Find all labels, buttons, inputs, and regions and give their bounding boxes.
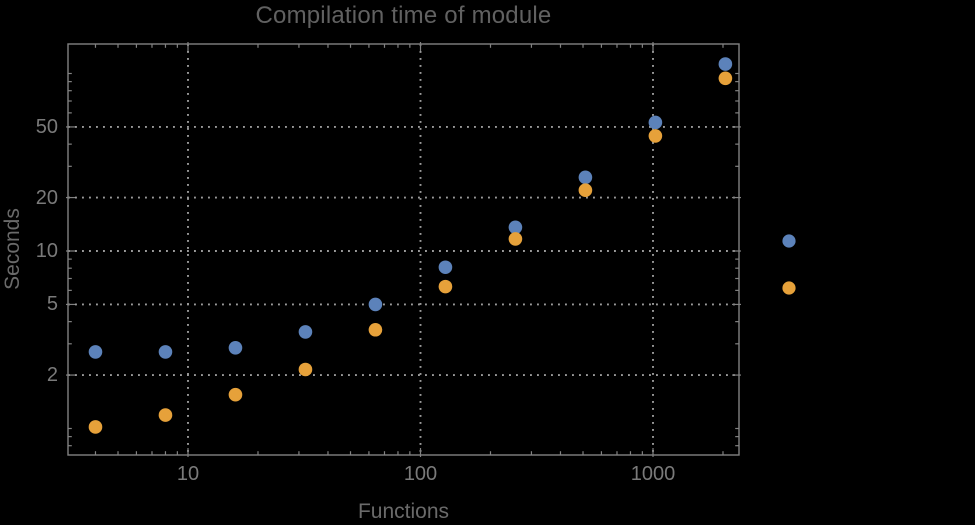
x-axis-label: Functions bbox=[357, 500, 450, 523]
data-point-blue-series bbox=[368, 297, 383, 312]
data-point-orange-series bbox=[438, 279, 453, 294]
legend-marker-orange-series bbox=[782, 281, 796, 295]
legend-marker-blue-series bbox=[782, 234, 796, 248]
y-tick-label: 5 bbox=[46, 293, 58, 316]
chart-title: Compilation time of module bbox=[255, 2, 552, 29]
data-point-blue-series bbox=[578, 170, 593, 185]
y-tick-label: 10 bbox=[35, 240, 58, 262]
data-point-blue-series bbox=[228, 340, 243, 355]
y-tick-label: 20 bbox=[35, 186, 58, 209]
data-point-orange-series bbox=[298, 362, 313, 377]
data-point-orange-series bbox=[228, 387, 243, 402]
x-tick-label: 10 bbox=[176, 463, 200, 485]
data-point-blue-series bbox=[648, 115, 663, 130]
data-point-orange-series bbox=[648, 129, 663, 143]
data-point-orange-series bbox=[578, 183, 593, 198]
data-point-orange-series bbox=[508, 232, 523, 246]
data-point-blue-series bbox=[508, 220, 523, 235]
data-point-blue-series bbox=[88, 345, 103, 359]
data-point-blue-series bbox=[438, 260, 453, 275]
y-tick-label: 2 bbox=[46, 364, 58, 387]
data-point-orange-series bbox=[88, 420, 103, 434]
data-point-orange-series bbox=[158, 408, 173, 422]
data-point-blue-series bbox=[298, 325, 313, 339]
data-point-blue-series bbox=[718, 57, 733, 71]
data-point-blue-series bbox=[158, 345, 173, 359]
data-point-orange-series bbox=[718, 71, 733, 86]
x-tick-label: 1000 bbox=[630, 463, 676, 485]
data-point-orange-series bbox=[368, 322, 383, 337]
y-tick-label: 50 bbox=[35, 115, 58, 138]
x-tick-label: 100 bbox=[403, 463, 438, 485]
plot-frame bbox=[67, 43, 740, 456]
